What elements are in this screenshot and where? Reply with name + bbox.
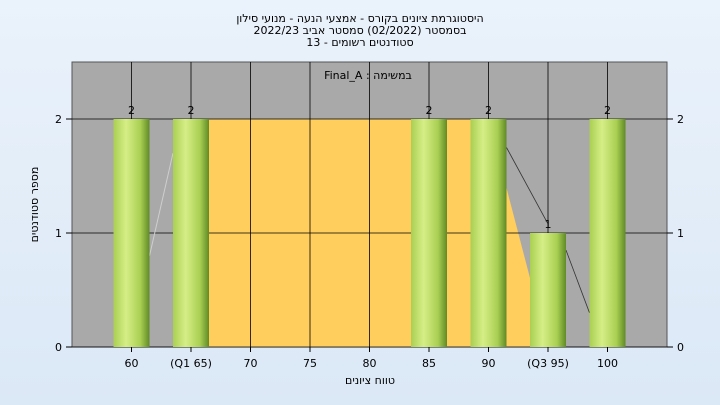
y-tick-label-left: 1 xyxy=(55,227,62,240)
inner-chart-title: Final_A : במשימה xyxy=(324,69,412,82)
y-axis-label: מספר סטודנטים xyxy=(28,167,41,243)
x-tick-label: 60 xyxy=(125,357,139,370)
bar-value-label: 2 xyxy=(485,104,492,117)
bar-value-label: 2 xyxy=(426,104,433,117)
trend-line xyxy=(506,147,549,225)
x-tick-label: 90 xyxy=(482,357,496,370)
trend-line xyxy=(149,153,174,256)
chart-title-line: היסטוגרמת ציונים בקורס - אמצעי הנעה - מנ… xyxy=(236,12,483,25)
y-tick-label-right: 0 xyxy=(677,341,684,354)
x-tick-label: 100 xyxy=(597,357,618,370)
bar-value-label: 2 xyxy=(188,104,195,117)
trend-line xyxy=(565,249,590,313)
y-tick-label-left: 2 xyxy=(55,113,62,126)
x-tick-label: 75 xyxy=(303,357,317,370)
bar-value-label: 2 xyxy=(128,104,135,117)
x-tick-label: 80 xyxy=(363,357,377,370)
histogram-bar xyxy=(411,119,447,347)
histogram-bar xyxy=(173,119,209,347)
chart-title-line: סטודנטים רשומים - 13 xyxy=(306,36,413,49)
x-tick-label: 70 xyxy=(244,357,258,370)
histogram-bar xyxy=(470,119,507,347)
histogram-bar xyxy=(589,119,626,347)
histogram-bar xyxy=(113,119,150,347)
y-tick-label-right: 1 xyxy=(677,227,684,240)
x-axis-label: טווח ציונים xyxy=(345,374,395,387)
bar-value-label: 2 xyxy=(604,104,611,117)
x-tick-label: 85 xyxy=(422,357,436,370)
chart-title-line: בסמסטר (02/2022) סמסטר אביב 2022/23 xyxy=(253,24,466,37)
y-tick-label-right: 2 xyxy=(677,113,684,126)
histogram-bar xyxy=(530,233,566,347)
x-tick-label: (Q1 65) xyxy=(170,357,212,370)
x-tick-label: (Q3 95) xyxy=(527,357,569,370)
bar-value-label: 1 xyxy=(545,218,552,231)
y-tick-label-left: 0 xyxy=(55,341,62,354)
